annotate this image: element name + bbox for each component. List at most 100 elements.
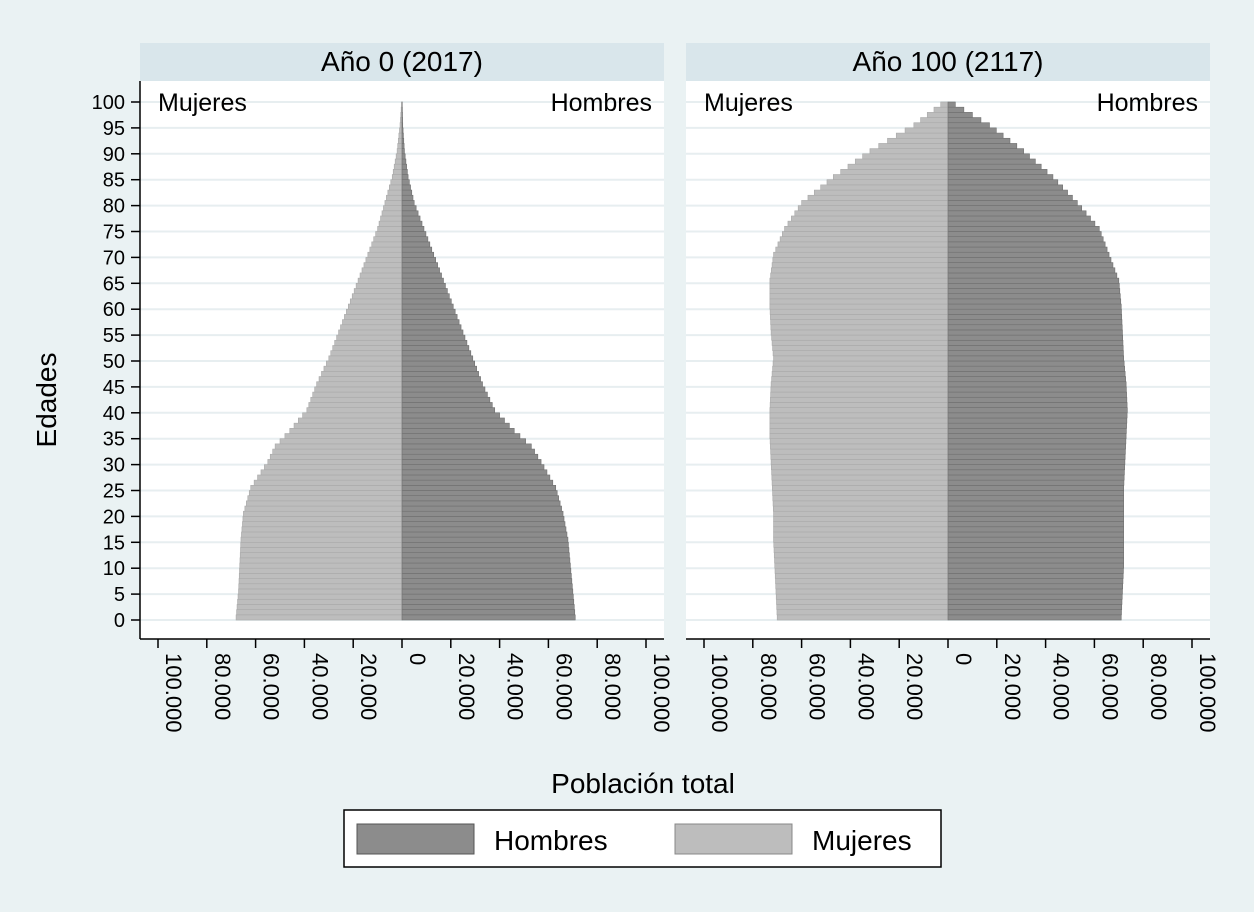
bar-mujeres	[346, 308, 403, 315]
bar-hombres	[947, 272, 1118, 279]
bar-mujeres	[820, 184, 949, 191]
bar-mujeres	[797, 205, 949, 212]
bar-hombres	[947, 365, 1125, 372]
y-tick-label: 45	[103, 377, 125, 399]
bar-mujeres	[302, 412, 403, 419]
bar-mujeres	[782, 231, 949, 237]
bar-mujeres	[392, 169, 403, 175]
bar-mujeres	[314, 386, 403, 393]
label-hombres: Hombres	[1097, 89, 1198, 117]
bar-mujeres	[772, 490, 949, 496]
bar-hombres	[401, 137, 405, 144]
bar-hombres	[401, 267, 440, 274]
bar-hombres	[947, 112, 973, 118]
bar-mujeres	[773, 526, 949, 533]
bar-hombres	[947, 598, 1123, 605]
bar-mujeres	[344, 314, 403, 320]
bar-hombres	[947, 267, 1116, 274]
bar-mujeres	[771, 339, 949, 346]
bar-mujeres	[353, 288, 403, 294]
bar-mujeres	[284, 433, 403, 439]
bar-mujeres	[359, 272, 403, 279]
bar-hombres	[401, 573, 572, 579]
bar-mujeres	[394, 158, 403, 165]
bar-mujeres	[363, 262, 403, 269]
bar-mujeres	[242, 521, 403, 528]
bar-hombres	[401, 200, 415, 206]
bar-hombres	[401, 127, 404, 134]
bar-hombres	[947, 396, 1128, 403]
bar-hombres	[947, 298, 1122, 305]
y-tick-label: 90	[103, 144, 125, 166]
bar-mujeres	[769, 308, 949, 315]
bar-hombres	[947, 376, 1126, 383]
bar-hombres	[401, 391, 488, 398]
bar-hombres	[947, 516, 1124, 522]
bar-hombres	[947, 148, 1024, 155]
bar-hombres	[947, 153, 1030, 160]
bar-mujeres	[794, 210, 949, 217]
bar-hombres	[947, 510, 1124, 517]
bar-hombres	[401, 282, 446, 289]
bar-hombres	[401, 407, 496, 414]
bar-mujeres	[770, 453, 949, 460]
label-mujeres: Mujeres	[158, 89, 247, 117]
bar-hombres	[401, 376, 481, 383]
bar-mujeres	[774, 573, 949, 579]
bar-hombres	[401, 215, 421, 222]
bar-hombres	[401, 117, 403, 124]
bar-mujeres	[772, 485, 949, 491]
bar-mujeres	[326, 360, 403, 367]
panel-2: Año 100 (2117) Mujeres Hombres 100.000 80.00…	[686, 43, 1220, 733]
bar-mujeres	[240, 536, 403, 543]
bar-hombres	[401, 531, 568, 538]
bar-hombres	[947, 210, 1087, 217]
bar-mujeres	[775, 246, 949, 253]
bar-mujeres	[769, 277, 949, 284]
y-axis: 0 5 10 15 20 25 30 35 40 45 50 55 60 65 70 75 80 85 90 95 10…	[92, 81, 141, 639]
bar-mujeres	[397, 143, 403, 149]
bar-mujeres	[854, 158, 949, 165]
bar-hombres	[947, 101, 956, 108]
bar-hombres	[401, 402, 493, 408]
bar-hombres	[401, 194, 414, 201]
bar-hombres	[947, 169, 1048, 175]
bar-mujeres	[776, 614, 949, 621]
legend-swatch-hombres	[356, 823, 475, 855]
bar-mujeres	[775, 578, 949, 585]
y-tick-label: 5	[114, 584, 125, 606]
bar-mujeres	[769, 407, 949, 414]
bar-hombres	[947, 521, 1124, 528]
x-tick-label: 100.000	[649, 653, 674, 733]
bar-hombres	[947, 453, 1126, 460]
bar-mujeres	[338, 329, 403, 336]
bar-hombres	[947, 562, 1124, 569]
bar-mujeres	[239, 552, 403, 559]
bar-mujeres	[770, 319, 949, 326]
bar-mujeres	[381, 210, 403, 217]
y-tick-label: 50	[103, 351, 125, 373]
bar-mujeres	[257, 474, 403, 481]
bar-hombres	[947, 334, 1124, 341]
bar-hombres	[401, 339, 468, 346]
bar-hombres	[947, 184, 1063, 191]
y-tick-label: 65	[103, 273, 125, 295]
bar-mujeres	[318, 376, 403, 383]
bar-mujeres	[926, 112, 949, 118]
bar-hombres	[947, 407, 1128, 414]
bar-hombres	[947, 319, 1123, 326]
bar-mujeres	[237, 598, 403, 605]
bar-hombres	[947, 495, 1124, 502]
bar-mujeres	[772, 257, 949, 263]
bar-mujeres	[770, 448, 949, 455]
bar-mujeres	[772, 345, 949, 351]
bar-mujeres	[784, 226, 949, 232]
bar-mujeres	[771, 267, 949, 274]
bar-mujeres	[328, 355, 403, 362]
bar-mujeres	[279, 438, 403, 445]
bar-mujeres	[769, 303, 949, 310]
bar-hombres	[947, 428, 1127, 434]
bar-hombres	[947, 474, 1125, 481]
bar-mujeres	[773, 355, 949, 362]
bar-mujeres	[772, 495, 949, 502]
